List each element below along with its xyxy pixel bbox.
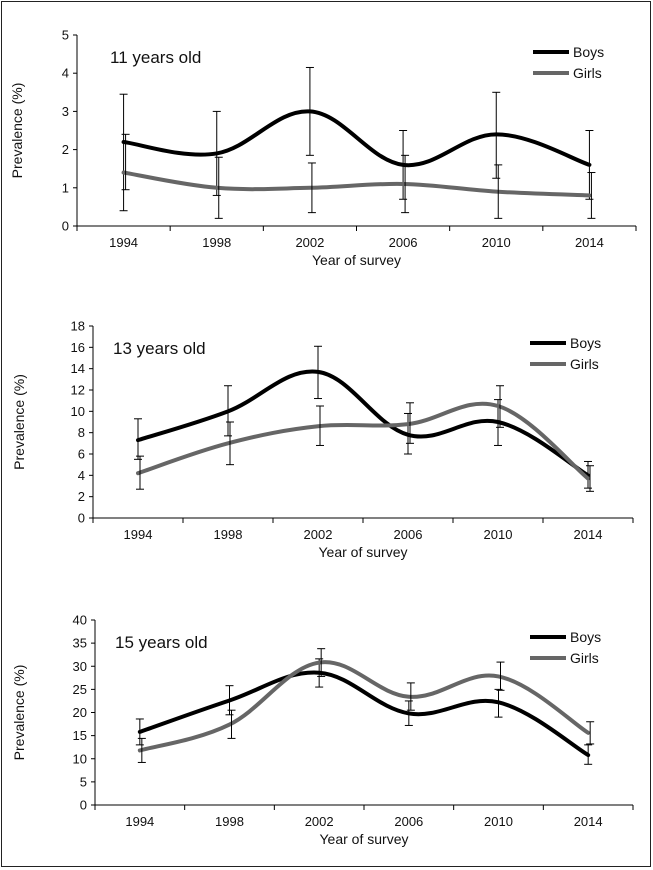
y-tick-label: 35 (73, 636, 87, 651)
legend-label-girls: Girls (573, 65, 602, 81)
y-tick-label: 16 (71, 340, 85, 355)
x-tick-label: 1994 (125, 814, 154, 829)
chart-11-years: 0 1 2 3 4 5 1994 1998 2002 2006 2010 2014 Year of su… (0, 0, 653, 290)
x-axis-title: Year of survey (319, 544, 408, 560)
y-tick-label: 14 (71, 361, 85, 376)
series-line-girls (124, 173, 590, 196)
chart-13-years: 0 2 4 6 8 10 12 14 16 18 1994 1998 2002 2006 2010 2014 Y… (0, 290, 653, 580)
x-tick-label: 2014 (574, 814, 603, 829)
y-tick-label: 25 (73, 682, 87, 697)
legend-label-boys: Boys (570, 629, 601, 645)
series-line-girls (138, 404, 588, 479)
y-tick-label: 0 (78, 511, 85, 526)
x-tick-label: 2002 (304, 527, 333, 542)
x-tick-label: 1994 (109, 235, 138, 250)
y-tick-label: 5 (62, 28, 69, 43)
y-tick-label: 15 (73, 728, 87, 743)
y-tick-label: 30 (73, 659, 87, 674)
y-tick-label: 8 (78, 425, 85, 440)
x-axis-title: Year of survey (320, 831, 409, 847)
panel-title: 15 years old (115, 633, 208, 652)
y-tick-label: 10 (71, 404, 85, 419)
x-tick-label: 2010 (482, 235, 511, 250)
x-tick-label: 2014 (574, 527, 603, 542)
legend-label-girls: Girls (570, 650, 599, 666)
y-axis-title: Prevalence (%) (11, 374, 27, 470)
y-tick-label: 12 (71, 383, 85, 398)
y-tick-label: 0 (80, 798, 87, 813)
x-tick-label: 2002 (295, 235, 324, 250)
y-tick-label: 20 (73, 705, 87, 720)
y-tick-label: 40 (73, 613, 87, 628)
series-line-boys (124, 111, 590, 165)
x-tick-label: 2010 (484, 527, 513, 542)
x-tick-label: 2002 (305, 814, 334, 829)
y-tick-label: 2 (78, 489, 85, 504)
y-axis-title: Prevalence (%) (9, 83, 25, 179)
y-tick-label: 3 (62, 104, 69, 119)
y-tick-label: 0 (62, 219, 69, 234)
x-tick-label: 2006 (394, 814, 423, 829)
x-tick-label: 2006 (389, 235, 418, 250)
y-tick-label: 4 (78, 468, 85, 483)
x-tick-label: 1998 (214, 527, 243, 542)
y-tick-label: 2 (62, 142, 69, 157)
legend-label-boys: Boys (570, 335, 601, 351)
x-tick-label: 1994 (124, 527, 153, 542)
panel-title: 11 years old (110, 48, 201, 67)
legend-label-girls: Girls (570, 356, 599, 372)
x-tick-label: 2014 (575, 235, 604, 250)
x-tick-label: 1998 (202, 235, 231, 250)
y-tick-label: 5 (80, 774, 87, 789)
x-tick-label: 1998 (215, 814, 244, 829)
x-tick-label: 2010 (484, 814, 513, 829)
error-bar-boys (120, 94, 128, 211)
x-axis-title: Year of survey (312, 252, 401, 268)
legend-label-boys: Boys (573, 44, 604, 60)
y-tick-label: 18 (71, 319, 85, 334)
y-tick-label: 4 (62, 66, 69, 81)
panel-title: 13 years old (113, 339, 206, 358)
x-tick-label: 2006 (394, 527, 423, 542)
y-tick-label: 6 (78, 447, 85, 462)
chart-15-years: 0 5 10 15 20 25 30 35 40 1994 1998 2002 2006 2010 2014… (0, 580, 653, 870)
y-axis-title: Prevalence (%) (11, 665, 27, 761)
y-tick-label: 10 (73, 751, 87, 766)
y-tick-label: 1 (62, 180, 69, 195)
